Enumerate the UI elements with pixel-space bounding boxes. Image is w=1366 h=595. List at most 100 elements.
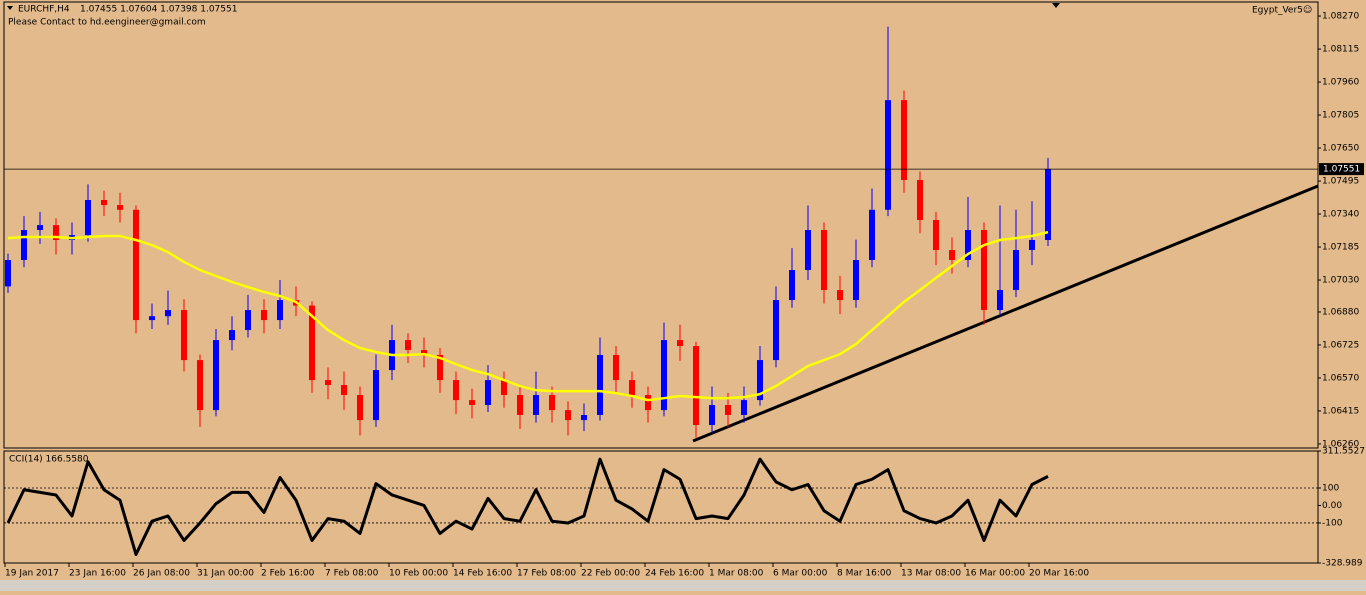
candle-body	[613, 354, 619, 381]
candle-body	[1045, 169, 1051, 241]
trendline[interactable]	[692, 184, 1319, 443]
x-tick-label: 1 Mar 08:00	[709, 569, 764, 579]
x-tick-label: 24 Feb 16:00	[645, 569, 704, 579]
x-tick-label: 20 Mar 16:00	[1029, 569, 1089, 579]
symbol: EURCHF,H4	[18, 5, 70, 15]
candle-body	[901, 100, 907, 180]
x-tick-label: 26 Jan 08:00	[133, 569, 190, 579]
last-price-box	[1319, 163, 1364, 176]
x-tick-label: 14 Feb 16:00	[453, 569, 512, 579]
candle-body	[517, 394, 523, 416]
y-tick-label: 1.06260	[1322, 439, 1359, 449]
menu-arrow[interactable]	[7, 6, 13, 10]
x-tick-label: 10 Feb 00:00	[389, 569, 448, 579]
candle-body	[821, 230, 827, 291]
candle-body	[677, 340, 683, 347]
candle-body	[261, 310, 267, 321]
x-tick-label: 7 Feb 08:00	[325, 569, 379, 579]
candle-body	[661, 340, 667, 411]
y-tick-label: 1.08270	[1322, 12, 1359, 22]
y-tick-label: 1.08115	[1322, 45, 1359, 55]
y-tick-label: 1.07495	[1322, 177, 1359, 187]
x-tick-label: 17 Feb 08:00	[517, 569, 576, 579]
candle-body	[245, 310, 251, 331]
candle-body	[133, 209, 139, 321]
candle-body	[165, 310, 171, 317]
x-tick-label: 31 Jan 00:00	[197, 569, 254, 579]
y-tick-label: -328.989	[1322, 559, 1363, 569]
candle-body	[773, 300, 779, 361]
candle-body	[933, 219, 939, 251]
candle-body	[789, 270, 795, 301]
candle-body	[997, 290, 1003, 311]
candle-body	[741, 400, 747, 416]
candle-body	[277, 300, 283, 321]
candle-body	[405, 340, 411, 351]
y-tick-label: 1.07030	[1322, 276, 1359, 286]
last-price-label: 1.07551	[1323, 165, 1360, 175]
main-frame	[3, 1, 1319, 449]
candle-body	[837, 290, 843, 301]
y-tick-label: 1.07340	[1322, 210, 1359, 220]
candle-body	[485, 380, 491, 405]
candle-body	[709, 404, 715, 426]
note: Please Contact to hd.eengineer@gmail.com	[8, 18, 206, 28]
cci-title: CCI(14) 166.5580	[9, 455, 89, 465]
candle-body	[85, 199, 91, 236]
candle-body	[325, 380, 331, 385]
candle-body	[21, 230, 27, 261]
candle-body	[1013, 250, 1019, 291]
x-tick-label: 6 Mar 00:00	[773, 569, 828, 579]
y-tick-label: 311.5527	[1322, 447, 1365, 457]
y-tick-label: 1.06880	[1322, 307, 1359, 317]
candle-body	[917, 179, 923, 220]
candle-body	[469, 400, 475, 405]
cci-line	[6, 457, 1049, 556]
candle-body	[981, 230, 987, 311]
y-tick-label: 1.06570	[1322, 373, 1359, 383]
candle-body	[197, 360, 203, 411]
tab-strip	[0, 580, 1366, 591]
candle-body	[533, 394, 539, 416]
candle-body	[965, 230, 971, 261]
candle-body	[725, 404, 731, 416]
candle-body	[53, 225, 59, 241]
x-tick-label: 8 Mar 16:00	[837, 569, 892, 579]
candle-body	[453, 380, 459, 401]
candle-body	[1029, 240, 1035, 251]
y-tick-label: -100	[1322, 518, 1343, 528]
y-tick-label: 1.07185	[1322, 243, 1359, 253]
candle-body	[693, 346, 699, 426]
candle-body	[373, 370, 379, 421]
y-tick-label: 100	[1322, 483, 1339, 493]
x-tick-label: 22 Feb 00:00	[581, 569, 640, 579]
candle-body	[101, 199, 107, 206]
candle-body	[357, 394, 363, 421]
candle-body	[181, 310, 187, 361]
candle-body	[869, 209, 875, 261]
x-tick-label: 16 Mar 00:00	[965, 569, 1025, 579]
y-tick-label: 0.00	[1322, 501, 1342, 511]
y-tick-label: 1.06725	[1322, 340, 1359, 350]
x-tick-label: 2 Feb 16:00	[261, 569, 315, 579]
x-tick-label: 19 Jan 2017	[5, 569, 59, 579]
candle-body	[597, 354, 603, 416]
y-tick-label: 1.06415	[1322, 406, 1359, 416]
candle-body	[149, 316, 155, 321]
cci-frame	[3, 450, 1319, 564]
y-tick-label: 1.07960	[1322, 78, 1359, 88]
candle-body	[213, 340, 219, 411]
candle-body	[629, 380, 635, 395]
shift-marker	[1052, 3, 1060, 8]
badge: Egypt_Ver5☺	[1252, 5, 1312, 16]
candle-body	[501, 380, 507, 395]
candle-body	[37, 225, 43, 231]
candle-body	[309, 305, 315, 381]
candle-body	[5, 260, 11, 287]
moving-average	[7, 230, 1049, 402]
candle-body	[757, 360, 763, 401]
quote: 1.07455 1.07604 1.07398 1.07551	[80, 5, 237, 15]
candle-body	[117, 205, 123, 210]
